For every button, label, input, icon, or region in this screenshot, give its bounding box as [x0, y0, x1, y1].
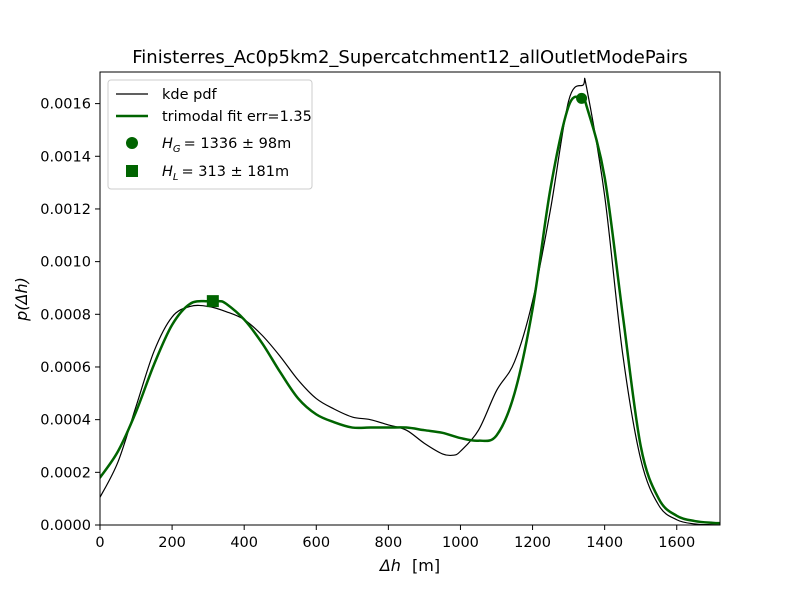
plot-markers: [206, 92, 588, 308]
chart-title: Finisterres_Ac0p5km2_Supercatchment12_al…: [132, 47, 687, 68]
legend-hg-marker: [126, 137, 138, 149]
y-tick-label: 0.0016: [40, 97, 91, 113]
y-tick-label: 0.0008: [40, 307, 91, 323]
y-tick-label: 0.0002: [40, 465, 91, 481]
x-tick-label: 1600: [658, 535, 695, 551]
x-axis-label-unit: [m]: [412, 556, 440, 575]
legend-kde-label: kde pdf: [162, 87, 218, 103]
legend-hl-symbol: H: [162, 164, 173, 180]
legend-hl-value: = 313 ± 181m: [181, 164, 289, 180]
legend-hg-value: = 1336 ± 98m: [184, 136, 292, 152]
x-axis-label: Δh [m]: [378, 556, 440, 575]
legend-fit-label: trimodal fit err=1.35: [162, 109, 312, 125]
kde-pdf-line: [100, 77, 720, 525]
y-tick-label: 0.0000: [40, 518, 91, 534]
hl-marker: [206, 295, 219, 308]
x-tick-label: 400: [230, 535, 258, 551]
y-tick-label: 0.0014: [40, 149, 91, 165]
x-tick-label: 1200: [514, 535, 551, 551]
legend-hl-subscript: L: [173, 172, 179, 183]
y-axis-label: p(Δh): [12, 277, 31, 322]
x-tick-label: 1400: [586, 535, 623, 551]
legend-hg-label: HG = 1336 ± 98m: [162, 136, 291, 155]
x-tick-label: 1000: [442, 535, 479, 551]
x-axis-label-symbol: Δh: [378, 556, 401, 575]
y-tick-label: 0.0012: [40, 202, 91, 218]
y-tick-label: 0.0004: [40, 413, 91, 429]
x-tick-label: 600: [302, 535, 330, 551]
y-tick-label: 0.0006: [40, 360, 91, 376]
legend-box: [107, 79, 313, 190]
legend-hl-label: HL = 313 ± 181m: [162, 164, 289, 183]
x-tick-label: 200: [158, 535, 186, 551]
legend: kde pdf trimodal fit err=1.35 HG = 1336 ±…: [107, 79, 313, 190]
x-tick-label: 0: [95, 535, 104, 551]
y-tick-label: 0.0010: [40, 255, 91, 271]
x-tick-label: 800: [375, 535, 403, 551]
y-axis: 0.0000 0.0002 0.0004 0.0006 0.0008 0.0010 0.00…: [40, 97, 100, 534]
x-axis: 0 200 400 600 800 1000 1200 1400 1600: [95, 525, 695, 551]
legend-hg-subscript: G: [173, 144, 181, 155]
plot-frame: [99, 71, 721, 526]
hg-marker: [576, 92, 588, 104]
legend-hg-symbol: H: [162, 136, 173, 152]
legend-hl-marker: [126, 165, 138, 177]
